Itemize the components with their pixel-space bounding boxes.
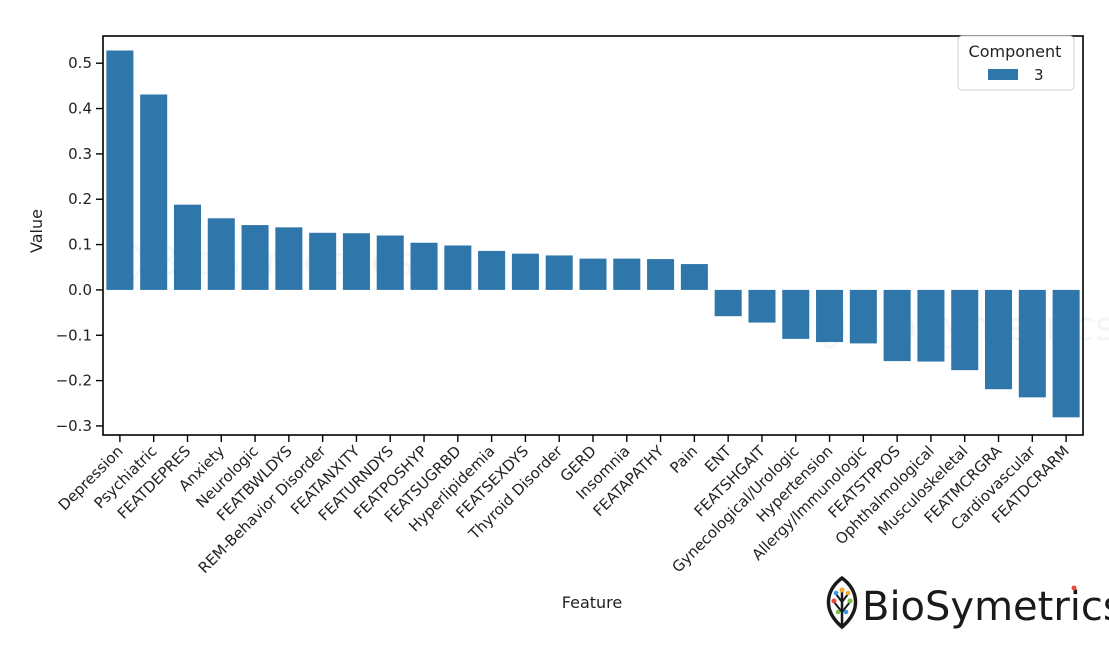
leaf-tree-icon xyxy=(826,575,858,630)
bar-depression xyxy=(106,50,134,290)
bar-neurologic xyxy=(241,225,269,290)
brand-name: BioSymetrics xyxy=(862,584,1109,630)
bar-featsexdys xyxy=(511,253,539,290)
brand-name-dot xyxy=(1071,585,1077,591)
bar-insomnia xyxy=(613,258,641,290)
bar-ophthalmological xyxy=(917,289,945,362)
bar-psychiatric xyxy=(140,94,168,290)
y-tick-label: 0.2 xyxy=(68,190,92,208)
bar-rem-behavior-disorder xyxy=(309,232,337,290)
legend-box xyxy=(957,35,1075,91)
bar-musculoskeletal xyxy=(951,289,979,371)
legend-swatch xyxy=(988,69,1018,80)
y-tick-label: −0.3 xyxy=(56,417,92,435)
bar-featposhyp xyxy=(410,242,438,290)
bar-featsugrbd xyxy=(444,245,472,290)
bar-featstppos xyxy=(883,289,911,362)
bar-thyroid-disorder xyxy=(545,255,573,290)
bars-group xyxy=(106,50,1080,418)
y-tick-label: 0.0 xyxy=(68,281,92,299)
y-tick-label: 0.3 xyxy=(68,145,92,163)
bar-pain xyxy=(680,264,708,290)
bar-featapathy xyxy=(647,259,675,290)
bar-allergy-immunologic xyxy=(849,289,877,344)
y-tick-label: 0.5 xyxy=(68,54,92,72)
y-tick-label: −0.2 xyxy=(56,372,92,390)
bar-anxiety xyxy=(207,218,235,290)
bar-hypertension xyxy=(816,289,844,343)
bar-featanxity xyxy=(342,233,370,290)
x-tick-label-pain: Pain xyxy=(666,442,701,477)
bar-featdcrarm xyxy=(1052,289,1080,418)
x-axis: DepressionPsychiatricFEATDEPRESAnxietyNe… xyxy=(55,435,1073,577)
bar-featurndys xyxy=(376,235,404,290)
bar-hyperlipidemia xyxy=(478,250,506,290)
bar-featdepres xyxy=(173,204,201,290)
bar-featshgait xyxy=(748,289,776,323)
y-tick-label: 0.4 xyxy=(68,100,92,118)
brand-logo: BioSymetrics xyxy=(826,575,1109,630)
bar-cardiovascular xyxy=(1018,289,1046,398)
legend-entry-label: 3 xyxy=(1034,66,1044,84)
x-axis-title: Feature xyxy=(562,593,622,612)
bar-gynecological-urologic xyxy=(782,289,810,339)
y-tick-label: 0.1 xyxy=(68,236,92,254)
y-axis: −0.3 −0.2 −0.1 0.0 0.1 0.2 0.3 0.4 0.5 xyxy=(56,54,103,435)
bar-ent xyxy=(714,289,742,317)
y-axis-title: Value xyxy=(27,209,46,253)
legend: Component 3 xyxy=(957,35,1075,91)
y-tick-label: −0.1 xyxy=(56,326,92,344)
bar-gerd xyxy=(579,258,607,290)
bar-featmcrgra xyxy=(985,289,1013,390)
legend-title: Component xyxy=(969,42,1062,61)
bar-featbwldys xyxy=(275,227,303,290)
